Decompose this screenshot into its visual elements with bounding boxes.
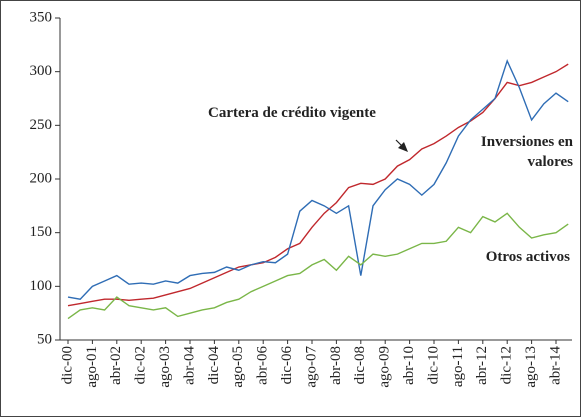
x-tick-label: dic-10 [425, 346, 441, 384]
x-tick-label: ago-05 [230, 346, 246, 388]
series-label: Inversiones en valores [480, 134, 573, 170]
x-tick-label: dic-02 [133, 346, 149, 384]
x-tick-label: abr-08 [328, 346, 344, 385]
x-tick-label: abr-10 [401, 346, 417, 385]
x-tick-label: ago-11 [450, 346, 466, 387]
x-tick-label: ago-01 [84, 346, 100, 388]
x-tick-label: abr-12 [474, 346, 490, 385]
x-tick-label: abr-14 [547, 346, 563, 385]
y-tick-label: 250 [30, 117, 53, 133]
x-tick-label: ago-13 [523, 346, 539, 388]
y-tick-label: 300 [30, 63, 53, 79]
line-series [67, 63, 569, 307]
x-tick-label: abr-02 [108, 346, 124, 385]
x-tick-label: ago-07 [303, 346, 319, 388]
x-tick-label: abr-04 [181, 346, 197, 385]
x-tick-label: dic-00 [59, 346, 75, 384]
x-tick-label: dic-06 [279, 346, 295, 385]
x-tick-label: ago-09 [377, 346, 393, 388]
arrow-head [398, 142, 408, 152]
line-series [67, 212, 569, 320]
y-tick-label: 350 [30, 9, 53, 25]
y-tick-label: 100 [30, 278, 53, 294]
line-series [67, 59, 569, 300]
y-tick-label: 150 [30, 224, 53, 240]
y-tick-label: 200 [30, 170, 53, 186]
x-tick-label: abr-06 [255, 346, 271, 385]
x-tick-label: dic-12 [499, 346, 515, 384]
x-tick-label: ago-03 [157, 346, 173, 388]
y-tick-label: 50 [37, 331, 52, 347]
series-label: Cartera de crédito vigente [208, 105, 376, 121]
series-label: Otros activos [485, 249, 570, 265]
x-tick-label: dic-08 [352, 346, 368, 384]
x-tick-label: dic-04 [206, 346, 222, 385]
